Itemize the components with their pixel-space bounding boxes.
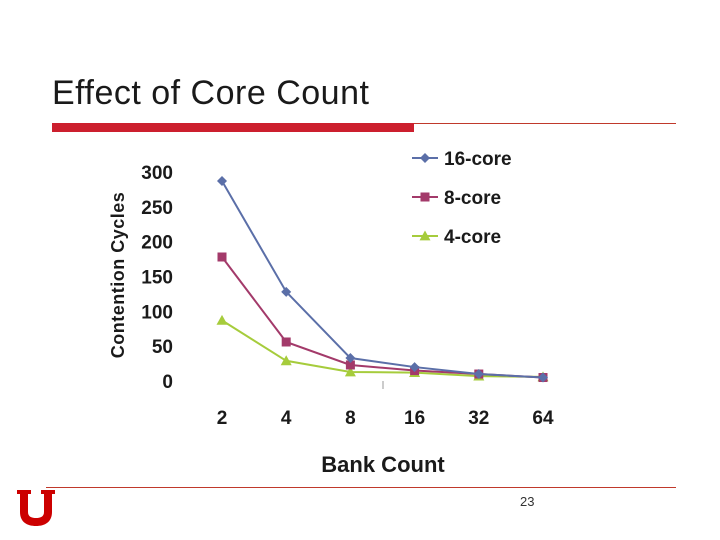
line-chart: Contention Cycles Bank Count 0 50 100 150 20… [108,149,554,477]
legend-label-8-core: 8-core [444,188,501,209]
x-tick-label: 8 [345,408,356,429]
data-point-16-core [217,176,227,187]
slide-title: Effect of Core Count [52,74,370,112]
title-rule-line [414,123,676,124]
y-tick-label: 50 [152,337,173,358]
legend-label-4-core: 4-core [444,227,501,248]
x-tick-label: 64 [532,408,554,429]
y-tick-label: 0 [162,372,173,393]
y-tick-label: 300 [141,163,173,184]
series-line-16-core [221,180,544,379]
title-accent-bar [52,123,414,132]
footer-rule [46,487,676,488]
data-point-16-core [538,372,548,383]
university-u-logo-icon [17,490,55,526]
y-tick-label: 150 [141,268,173,289]
data-point-16-core [281,286,292,297]
x-tick-label: 32 [468,408,489,429]
legend-label-16-core: 16-core [444,149,512,170]
y-axis-label: Contention Cycles [108,192,128,359]
legend-marker-4-core [419,230,431,241]
legend-marker-16-core [420,153,430,163]
y-tick-label: 250 [141,198,173,219]
x-tick-label: 2 [217,408,228,429]
data-point-4-core [280,355,292,366]
x-tick-label: 16 [404,408,425,429]
data-point-8-core [281,337,291,347]
data-point-16-core [409,362,420,373]
data-point-4-core [344,366,356,377]
y-tick-label: 100 [141,302,173,323]
series-line-4-core [221,319,544,378]
series-line-8-core [221,256,544,379]
data-point-16-core [473,369,484,380]
legend-marker-8-core [420,192,430,202]
x-tick-label: 4 [281,408,292,429]
y-tick-label: 200 [141,233,173,254]
x-axis-label: Bank Count [321,452,445,477]
data-point-16-core [345,353,356,364]
page-number: 23 [520,494,535,509]
data-point-8-core [345,360,355,370]
data-point-8-core [217,252,227,262]
data-point-4-core [216,314,228,325]
